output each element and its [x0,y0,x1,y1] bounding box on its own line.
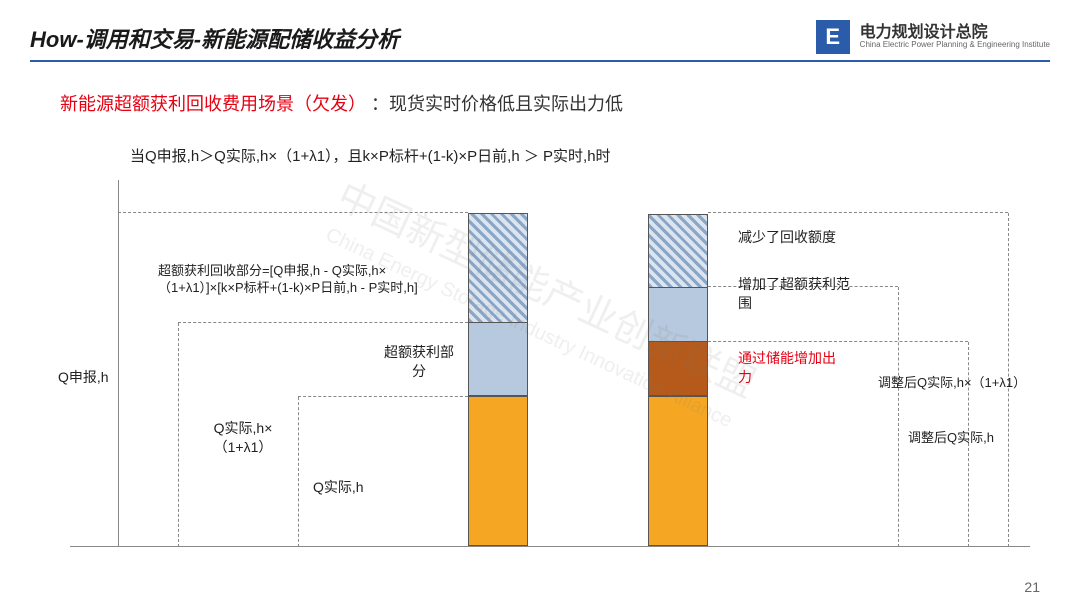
scenario-red: 新能源超额获利回收费用场景（欠发） [60,94,366,114]
dash-mid2-right [708,341,968,342]
dash-shiji-left [298,396,468,397]
dash-top-right [708,212,1008,213]
label-formula-box: 超额获利回收部分=[Q申报,h - Q实际,h×（1+λ1）]×[k×P标杆+(… [158,262,418,297]
logo-mark: E [816,20,850,54]
bar-right [648,215,708,546]
bar2-seg-brown [648,341,708,396]
label-q-shiji: Q实际,h [313,478,393,497]
logo: E 电力规划设计总院 China Electric Power Planning… [816,20,1050,54]
dash-mid1-right-vert [898,287,899,547]
label-chaoe: 超额获利部分 [378,343,460,381]
label-jianshao: 减少了回收额度 [738,228,848,247]
scenario-black: ：现货实时价格低且实际出力低 [371,94,623,114]
dash-top-left-vert [118,213,119,547]
label-tiaozheng: 调整后Q实际,h [908,429,1038,447]
slide-header: How-调用和交易-新能源配储收益分析 E 电力规划设计总院 China Ele… [30,20,1050,62]
formula-line: 当Q申报,h＞Q实际,h×（1+λ1），且k×P标杆+(1-k)×P日前,h ＞… [130,145,611,166]
bars-zone: .bar { display:flex; flex-direction:colu… [118,180,1030,547]
page-number: 21 [1024,579,1040,595]
dash-lambda-left-vert [178,323,179,547]
bar-left [468,214,528,546]
bar1-seg-lightblue [468,322,528,396]
dash-lambda-left [178,322,468,323]
bar2-seg-lightblue [648,287,708,342]
label-tiaozheng-lambda: 调整后Q实际,h×（1+λ1） [878,374,1048,392]
scenario-line: 新能源超额获利回收费用场景（欠发） ：现货实时价格低且实际出力低 [60,90,623,116]
logo-cn: 电力规划设计总院 [860,24,1050,42]
bar2-seg-hatch [648,214,708,288]
logo-text: 电力规划设计总院 China Electric Power Planning &… [860,24,1050,50]
label-q-shiji-lambda: Q实际,h×（1+λ1） [188,419,298,457]
logo-en: China Electric Power Planning & Engineer… [860,41,1050,50]
label-zengjia-fanwei: 增加了超额获利范围 [738,275,858,313]
label-q-shenbao: Q申报,h [58,368,118,387]
bar1-seg-orange [468,396,528,546]
slide-title: How-调用和交易-新能源配储收益分析 [30,22,399,54]
dash-top-left [118,212,468,213]
dash-shiji-left-vert [298,397,299,547]
chart-area: .bar { display:flex; flex-direction:colu… [70,180,1030,547]
label-tongguo-chuneng: 通过储能增加出力 [738,349,848,387]
bar1-seg-hatch [468,213,528,323]
bar2-seg-orange [648,396,708,546]
